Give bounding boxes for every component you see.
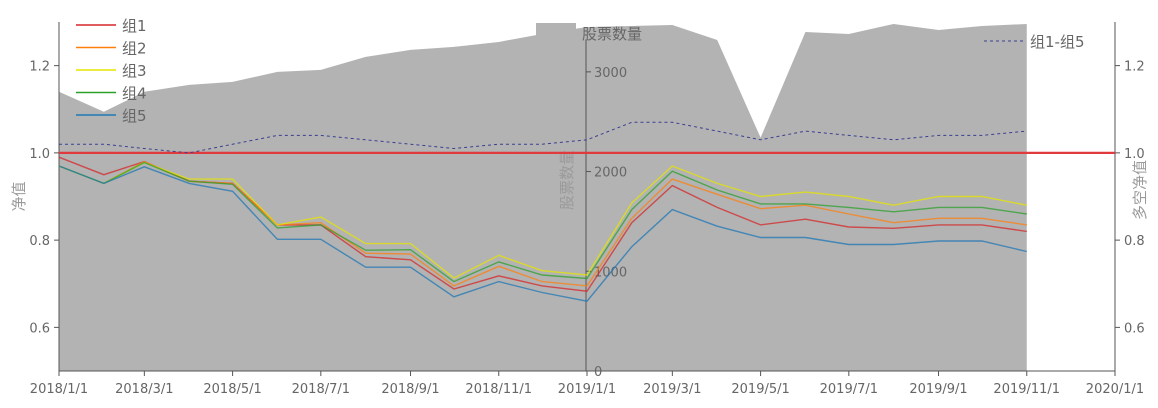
left-tick-label: 0.8 bbox=[29, 234, 50, 249]
legend-label: 组5 bbox=[122, 107, 147, 125]
right-axis-title: 多空净值 bbox=[1131, 160, 1149, 220]
middle-tick-label: 0 bbox=[594, 365, 602, 380]
x-tick-label: 2018/9/1 bbox=[381, 382, 439, 397]
x-tick-label: 2019/11/1 bbox=[993, 382, 1060, 397]
series-line-3 bbox=[58, 161, 1027, 279]
legend-label: 组3 bbox=[122, 62, 147, 80]
x-tick-label: 2019/5/1 bbox=[731, 382, 789, 397]
legend-area-label: 股票数量 bbox=[582, 25, 642, 43]
x-tick-label: 2019/9/1 bbox=[909, 382, 967, 397]
left-axis-title: 净值 bbox=[10, 181, 28, 211]
x-tick-label: 2019/7/1 bbox=[820, 382, 878, 397]
middle-tick-label: 3000 bbox=[594, 66, 627, 81]
left-tick-label: 1.2 bbox=[29, 60, 50, 75]
x-tick-label: 2020/1/1 bbox=[1086, 382, 1144, 397]
x-tick-label: 2019/1/1 bbox=[558, 382, 616, 397]
left-tick-label: 1.0 bbox=[29, 147, 50, 162]
right-tick-label: 1.2 bbox=[1124, 60, 1145, 75]
series-line-6 bbox=[59, 121, 1027, 154]
right-tick-label: 0.6 bbox=[1124, 321, 1145, 336]
x-tick-label: 2018/1/1 bbox=[30, 382, 88, 397]
left-tick-label: 0.6 bbox=[29, 321, 50, 336]
series-line-5 bbox=[58, 165, 1027, 302]
legend-long-short-label: 组1-组5 bbox=[1030, 33, 1085, 51]
right-tick-label: 0.8 bbox=[1124, 234, 1145, 249]
middle-axis-title: 股票数量 bbox=[558, 150, 576, 210]
legend-label: 组1 bbox=[122, 17, 147, 35]
right-tick-label: 1.0 bbox=[1124, 147, 1145, 162]
x-tick-label: 2018/3/1 bbox=[115, 382, 173, 397]
legend-label: 组4 bbox=[122, 85, 147, 103]
legend-area-swatch bbox=[536, 23, 576, 43]
series-line-4 bbox=[58, 161, 1027, 283]
x-tick-label: 2018/5/1 bbox=[203, 382, 261, 397]
stock-count-area bbox=[59, 23, 1027, 371]
x-tick-label: 2018/11/1 bbox=[465, 382, 532, 397]
middle-tick-label: 2000 bbox=[594, 166, 627, 181]
legend-label: 组2 bbox=[122, 40, 147, 58]
x-tick-label: 2018/7/1 bbox=[292, 382, 350, 397]
x-tick-label: 2019/3/1 bbox=[643, 382, 701, 397]
